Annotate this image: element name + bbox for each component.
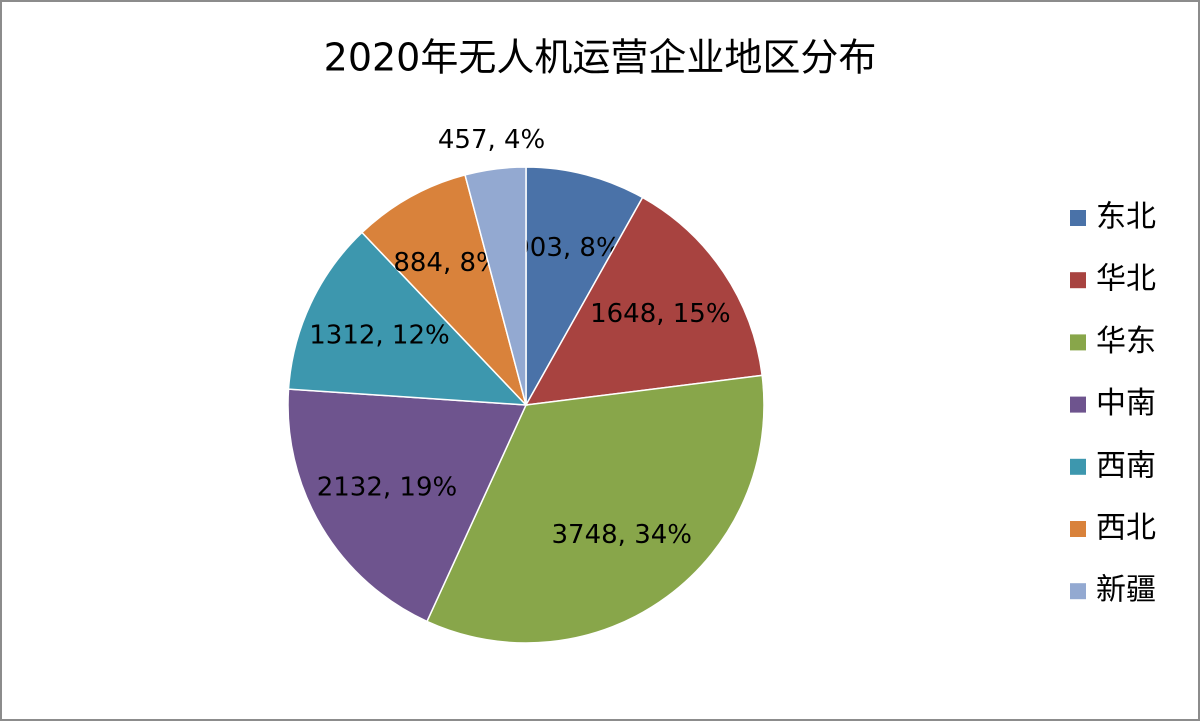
data-label: 2132, 19% <box>317 472 458 502</box>
pie-slice <box>524 196 763 406</box>
legend-label: 西北 <box>1096 511 1156 546</box>
legend-label: 东北 <box>1096 200 1156 235</box>
data-label: 457, 4% <box>438 125 545 155</box>
pie-slice <box>360 174 527 406</box>
pie-slice <box>425 374 765 644</box>
pie-slice <box>287 388 528 623</box>
legend-label: 西南 <box>1096 448 1156 483</box>
legend-label: 中南 <box>1096 386 1156 421</box>
legend-swatch <box>1070 396 1086 413</box>
pie-slice <box>525 166 644 408</box>
data-label: 3748, 34% <box>552 520 693 550</box>
legend-swatch <box>1070 521 1086 537</box>
legend-label: 华东 <box>1096 324 1156 359</box>
legend-swatch <box>1070 272 1086 289</box>
legend-swatch <box>1070 458 1086 475</box>
legend-swatch <box>1070 583 1086 600</box>
data-label: 884, 8% <box>393 248 500 278</box>
pie-slice <box>464 166 527 406</box>
data-label: 1648, 15% <box>590 299 731 329</box>
legend-swatch <box>1070 334 1086 351</box>
legend-label: 华北 <box>1096 262 1156 297</box>
pie-slice <box>287 231 528 406</box>
chart-title: 2020年无人机运营企业地区分布 <box>324 36 877 80</box>
data-label: 1312, 12% <box>309 321 450 351</box>
legend-swatch <box>1070 210 1086 226</box>
data-label: 903, 8% <box>513 233 620 263</box>
legend-label: 新疆 <box>1096 573 1156 608</box>
